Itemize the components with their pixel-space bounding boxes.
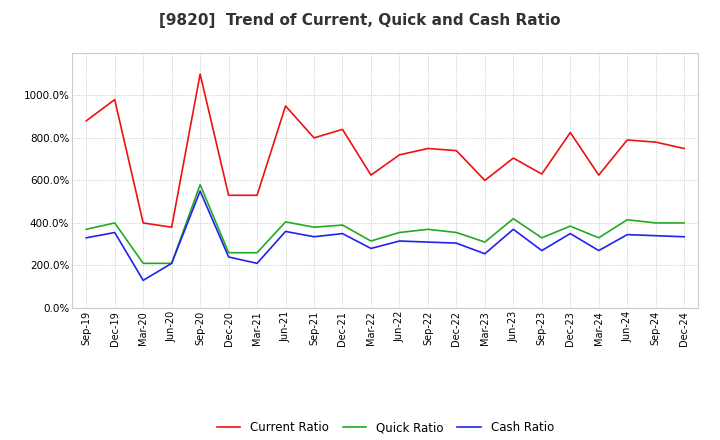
Quick Ratio	[595, 235, 603, 240]
Current Ratio	[139, 220, 148, 226]
Current Ratio	[566, 130, 575, 135]
Cash Ratio	[139, 278, 148, 283]
Quick Ratio	[566, 224, 575, 229]
Current Ratio	[253, 193, 261, 198]
Current Ratio	[196, 71, 204, 77]
Line: Cash Ratio: Cash Ratio	[86, 191, 684, 280]
Quick Ratio	[652, 220, 660, 226]
Cash Ratio	[225, 254, 233, 260]
Quick Ratio	[196, 182, 204, 187]
Cash Ratio	[652, 233, 660, 238]
Quick Ratio	[282, 219, 290, 224]
Current Ratio	[537, 171, 546, 176]
Legend: Current Ratio, Quick Ratio, Cash Ratio: Current Ratio, Quick Ratio, Cash Ratio	[217, 421, 554, 434]
Quick Ratio	[167, 260, 176, 266]
Cash Ratio	[110, 230, 119, 235]
Current Ratio	[282, 103, 290, 109]
Quick Ratio	[139, 260, 148, 266]
Cash Ratio	[253, 260, 261, 266]
Current Ratio	[395, 152, 404, 158]
Line: Quick Ratio: Quick Ratio	[86, 185, 684, 263]
Current Ratio	[110, 97, 119, 102]
Cash Ratio	[480, 251, 489, 257]
Quick Ratio	[82, 227, 91, 232]
Current Ratio	[423, 146, 432, 151]
Quick Ratio	[110, 220, 119, 226]
Quick Ratio	[452, 230, 461, 235]
Quick Ratio	[623, 217, 631, 222]
Cash Ratio	[509, 227, 518, 232]
Current Ratio	[680, 146, 688, 151]
Current Ratio	[480, 178, 489, 183]
Quick Ratio	[253, 250, 261, 255]
Quick Ratio	[338, 222, 347, 228]
Quick Ratio	[509, 216, 518, 221]
Text: [9820]  Trend of Current, Quick and Cash Ratio: [9820] Trend of Current, Quick and Cash …	[159, 13, 561, 28]
Current Ratio	[509, 155, 518, 161]
Cash Ratio	[310, 234, 318, 239]
Quick Ratio	[366, 238, 375, 244]
Current Ratio	[310, 135, 318, 140]
Quick Ratio	[423, 227, 432, 232]
Current Ratio	[366, 172, 375, 178]
Cash Ratio	[595, 248, 603, 253]
Line: Current Ratio: Current Ratio	[86, 74, 684, 227]
Cash Ratio	[282, 229, 290, 234]
Current Ratio	[623, 137, 631, 143]
Current Ratio	[225, 193, 233, 198]
Cash Ratio	[338, 231, 347, 236]
Cash Ratio	[537, 248, 546, 253]
Current Ratio	[595, 172, 603, 178]
Current Ratio	[452, 148, 461, 153]
Current Ratio	[652, 139, 660, 145]
Cash Ratio	[366, 246, 375, 251]
Cash Ratio	[452, 241, 461, 246]
Cash Ratio	[167, 260, 176, 266]
Quick Ratio	[395, 230, 404, 235]
Current Ratio	[338, 127, 347, 132]
Quick Ratio	[680, 220, 688, 226]
Quick Ratio	[310, 224, 318, 230]
Cash Ratio	[82, 235, 91, 240]
Cash Ratio	[395, 238, 404, 244]
Current Ratio	[167, 224, 176, 230]
Quick Ratio	[225, 250, 233, 255]
Quick Ratio	[480, 239, 489, 245]
Cash Ratio	[196, 188, 204, 194]
Quick Ratio	[537, 235, 546, 240]
Cash Ratio	[680, 234, 688, 239]
Cash Ratio	[623, 232, 631, 237]
Cash Ratio	[566, 231, 575, 236]
Current Ratio	[82, 118, 91, 124]
Cash Ratio	[423, 239, 432, 245]
